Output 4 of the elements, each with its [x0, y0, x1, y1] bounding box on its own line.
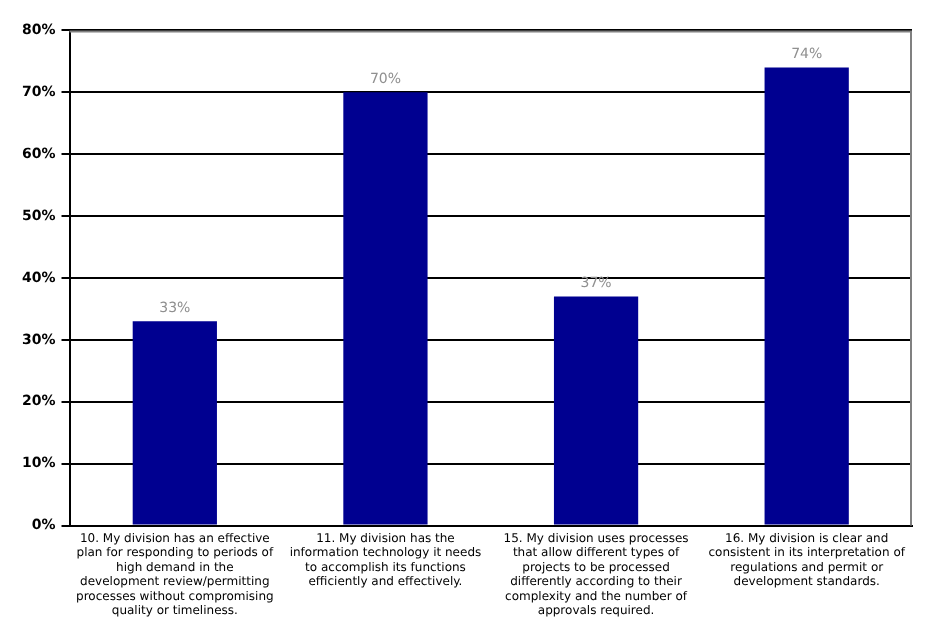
bar: [132, 321, 217, 525]
bar: [343, 92, 428, 525]
bar: [553, 296, 639, 525]
bar: [764, 67, 849, 525]
